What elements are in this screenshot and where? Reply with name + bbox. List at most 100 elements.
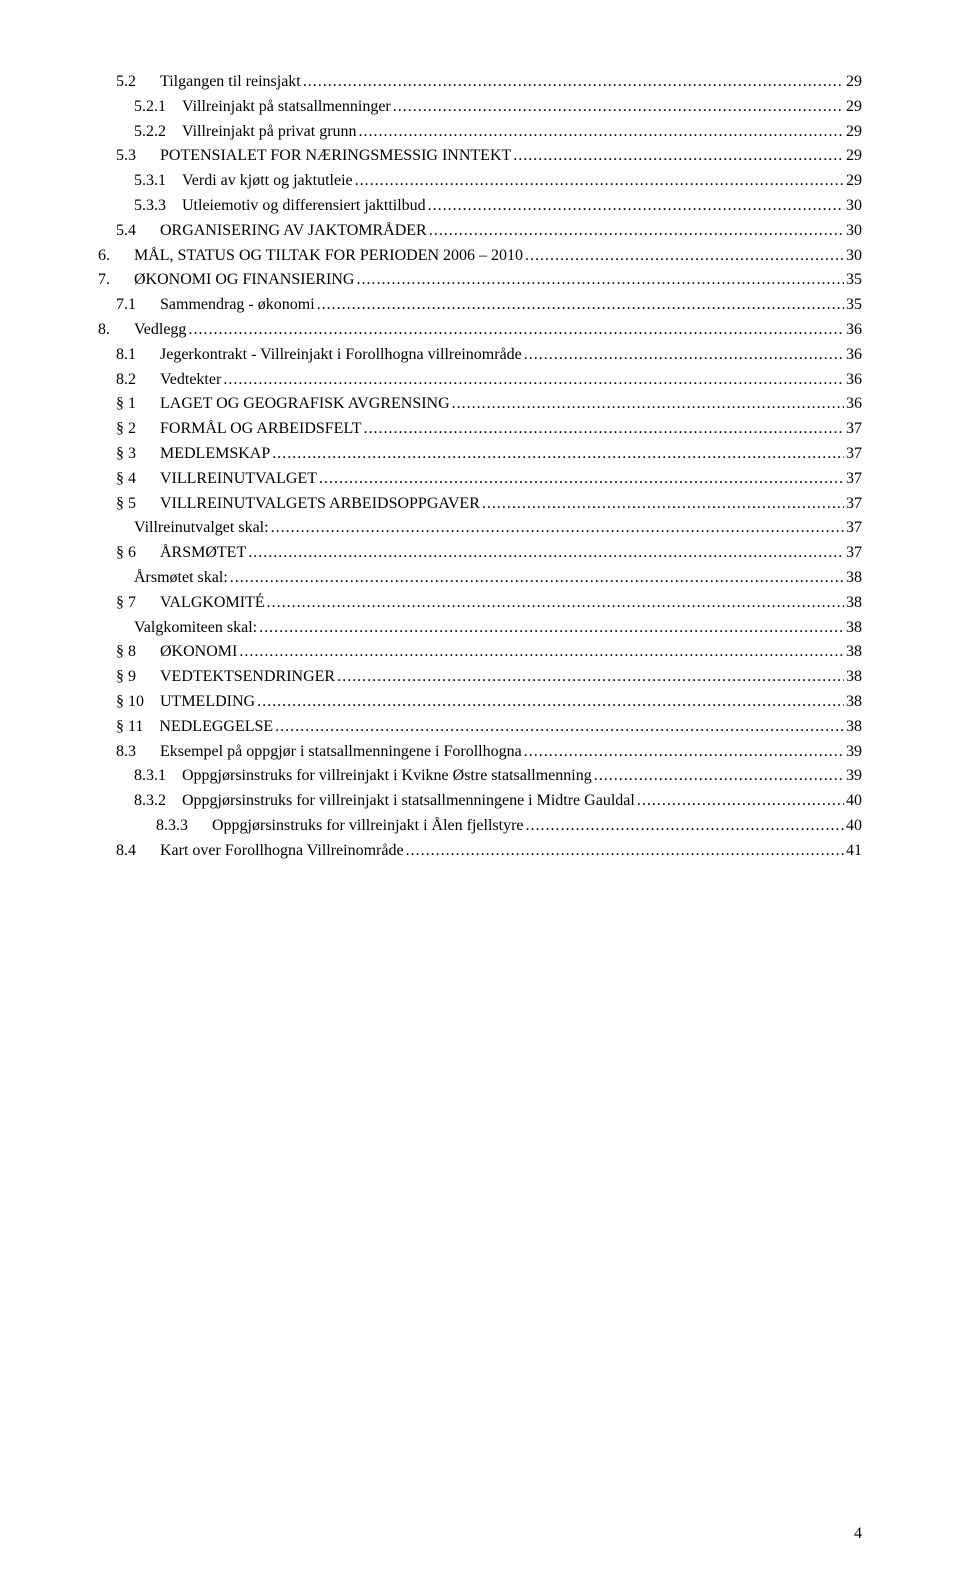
toc-entry-label: 8.4 Kart over Forollhogna Villreinområde — [116, 839, 404, 864]
toc-entry-label: 8. Vedlegg — [98, 318, 186, 343]
toc-leader-dots — [452, 392, 844, 417]
toc-leader-dots — [275, 715, 844, 740]
toc-entry: 5.2 Tilgangen til reinsjakt 29 — [98, 70, 862, 95]
toc-entry: 6. MÅL, STATUS OG TILTAK FOR PERIODEN 20… — [98, 244, 862, 269]
toc-entry: 5.2.1 Villreinjakt på statsallmenninger … — [98, 95, 862, 120]
toc-leader-dots — [525, 244, 844, 269]
toc-entry-page: 37 — [846, 467, 862, 492]
toc-entry: 5.2.2 Villreinjakt på privat grunn 29 — [98, 120, 862, 145]
page-number: 4 — [854, 1525, 862, 1543]
toc-entry-page: 37 — [846, 417, 862, 442]
toc-leader-dots — [524, 740, 844, 765]
toc-entry-page: 40 — [846, 789, 862, 814]
toc-entry-label: 8.3.1 Oppgjørsinstruks for villreinjakt … — [134, 764, 592, 789]
toc-entry-label: § 8 ØKONOMI — [116, 640, 237, 665]
toc-entry-page: 39 — [846, 740, 862, 765]
toc-leader-dots — [271, 516, 844, 541]
toc-entry: Årsmøtet skal: 38 — [98, 566, 862, 591]
toc-entry-page: 38 — [846, 616, 862, 641]
toc-entry-label: § 3 MEDLEMSKAP — [116, 442, 270, 467]
toc-entry: 5.3.3 Utleiemotiv og differensiert jaktt… — [98, 194, 862, 219]
toc-entry-label: 5.3.1 Verdi av kjøtt og jaktutleie — [134, 169, 353, 194]
toc-entry: 7.1 Sammendrag - økonomi 35 — [98, 293, 862, 318]
toc-entry: Villreinutvalget skal: 37 — [98, 516, 862, 541]
toc-entry-page: 39 — [846, 764, 862, 789]
toc-entry-page: 29 — [846, 144, 862, 169]
toc-leader-dots — [188, 318, 844, 343]
document-page: 5.2 Tilgangen til reinsjakt 295.2.1 Vill… — [0, 0, 960, 1583]
toc-leader-dots — [526, 814, 845, 839]
toc-entry: 8.3.1 Oppgjørsinstruks for villreinjakt … — [98, 764, 862, 789]
toc-leader-dots — [428, 194, 844, 219]
toc-entry-page: 29 — [846, 169, 862, 194]
toc-entry: 5.4 ORGANISERING AV JAKTOMRÅDER 30 — [98, 219, 862, 244]
toc-entry-page: 29 — [846, 120, 862, 145]
toc-entry: § 5 VILLREINUTVALGETS ARBEIDSOPPGAVER 37 — [98, 492, 862, 517]
toc-entry: 8.3 Eksempel på oppgjør i statsallmennin… — [98, 740, 862, 765]
toc-entry-label: 6. MÅL, STATUS OG TILTAK FOR PERIODEN 20… — [98, 244, 523, 269]
toc-entry-page: 30 — [846, 219, 862, 244]
toc-entry: Valgkomiteen skal: 38 — [98, 616, 862, 641]
toc-entry: 8.1 Jegerkontrakt - Villreinjakt i Forol… — [98, 343, 862, 368]
toc-entry: § 10 UTMELDING 38 — [98, 690, 862, 715]
toc-entry-page: 37 — [846, 541, 862, 566]
toc-entry-label: Villreinutvalget skal: — [134, 516, 269, 541]
toc-entry-label: § 9 VEDTEKTSENDRINGER — [116, 665, 335, 690]
toc-leader-dots — [223, 368, 844, 393]
toc-entry-page: 30 — [846, 194, 862, 219]
toc-entry-page: 35 — [846, 268, 862, 293]
toc-entry: 8.3.2 Oppgjørsinstruks for villreinjakt … — [98, 789, 862, 814]
toc-entry-page: 38 — [846, 715, 862, 740]
toc-entry-label: § 2 FORMÅL OG ARBEIDSFELT — [116, 417, 362, 442]
toc-entry: 8.2 Vedtekter 36 — [98, 368, 862, 393]
toc-entry-page: 36 — [846, 392, 862, 417]
toc-leader-dots — [317, 293, 844, 318]
toc-leader-dots — [513, 144, 844, 169]
toc-entry-page: 40 — [846, 814, 862, 839]
toc-leader-dots — [393, 95, 844, 120]
toc-entry: § 9 VEDTEKTSENDRINGER 38 — [98, 665, 862, 690]
toc-entry-page: 36 — [846, 368, 862, 393]
toc-entry-page: 38 — [846, 640, 862, 665]
toc-entry: § 2 FORMÅL OG ARBEIDSFELT 37 — [98, 417, 862, 442]
toc-entry-page: 38 — [846, 690, 862, 715]
toc-entry-label: 8.3.3 Oppgjørsinstruks for villreinjakt … — [156, 814, 524, 839]
toc-leader-dots — [239, 640, 844, 665]
toc-entry: 8.4 Kart over Forollhogna Villreinområde… — [98, 839, 862, 864]
toc-entry-label: Årsmøtet skal: — [134, 566, 228, 591]
toc-entry-label: § 1 LAGET OG GEOGRAFISK AVGRENSING — [116, 392, 450, 417]
toc-leader-dots — [272, 442, 844, 467]
toc-entry: 5.3.1 Verdi av kjøtt og jaktutleie 29 — [98, 169, 862, 194]
toc-entry-page: 36 — [846, 318, 862, 343]
toc-leader-dots — [259, 616, 844, 641]
toc-entry: § 4 VILLREINUTVALGET 37 — [98, 467, 862, 492]
toc-entry: § 1 LAGET OG GEOGRAFISK AVGRENSING 36 — [98, 392, 862, 417]
toc-entry-page: 36 — [846, 343, 862, 368]
toc-leader-dots — [364, 417, 844, 442]
toc-entry-label: 5.2 Tilgangen til reinsjakt — [116, 70, 301, 95]
toc-leader-dots — [524, 343, 844, 368]
toc-entry-page: 37 — [846, 516, 862, 541]
toc-entry-label: § 5 VILLREINUTVALGETS ARBEIDSOPPGAVER — [116, 492, 480, 517]
toc-entry-label: § 6 ÅRSMØTET — [116, 541, 246, 566]
toc-leader-dots — [337, 665, 844, 690]
toc-entry: § 11 NEDLEGGELSE 38 — [98, 715, 862, 740]
toc-leader-dots — [594, 764, 844, 789]
toc-entry-label: 5.3.3 Utleiemotiv og differensiert jaktt… — [134, 194, 426, 219]
toc-entry-page: 37 — [846, 442, 862, 467]
toc-entry: 7. ØKONOMI OG FINANSIERING 35 — [98, 268, 862, 293]
toc-leader-dots — [248, 541, 844, 566]
toc-leader-dots — [230, 566, 844, 591]
toc-entry-label: § 4 VILLREINUTVALGET — [116, 467, 317, 492]
toc-entry-page: 41 — [846, 839, 862, 864]
toc-entry-label: § 11 NEDLEGGELSE — [116, 715, 273, 740]
toc-entry-label: 7.1 Sammendrag - økonomi — [116, 293, 315, 318]
toc-leader-dots — [406, 839, 844, 864]
toc-entry-label: § 7 VALGKOMITÉ — [116, 591, 265, 616]
toc-entry-label: 8.2 Vedtekter — [116, 368, 221, 393]
toc-entry-page: 38 — [846, 566, 862, 591]
toc-entry-label: 5.2.1 Villreinjakt på statsallmenninger — [134, 95, 391, 120]
toc-entry: § 3 MEDLEMSKAP 37 — [98, 442, 862, 467]
table-of-contents: 5.2 Tilgangen til reinsjakt 295.2.1 Vill… — [98, 70, 862, 864]
toc-entry: § 6 ÅRSMØTET 37 — [98, 541, 862, 566]
